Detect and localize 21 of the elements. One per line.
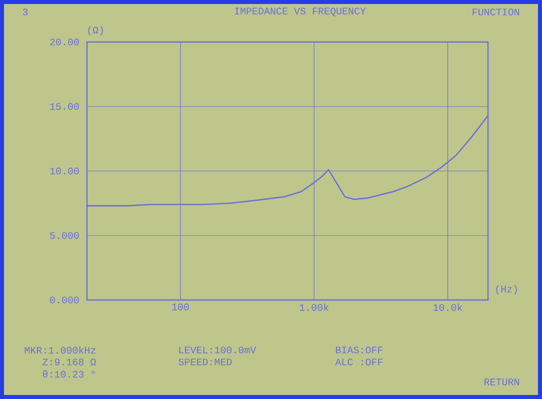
text: ALC :OFF: [335, 358, 382, 366]
y-tick-label: 20.00: [50, 38, 79, 46]
text: BIAS:OFF: [336, 346, 382, 354]
y-axis-title: (Ω): [88, 26, 103, 36]
chart-title: IMPEDANCE VS FREQUENCY: [234, 8, 366, 16]
text: Z:9.168 Ω: [42, 358, 96, 366]
x-tick-label: 100: [172, 304, 189, 310]
text: MKR:1.000kHz: [24, 346, 96, 354]
text: RETURN: [484, 378, 519, 386]
y-tick-label: 10.00: [50, 168, 79, 174]
y-tick-label: 5.000: [50, 232, 79, 239]
text: θ:10.23 °: [42, 370, 95, 378]
x-tick-label: 1.00k: [300, 304, 329, 311]
y-tick-label: 0.000: [50, 296, 79, 304]
text: LEVEL:100.0mV: [179, 346, 256, 354]
x-axis-title: (Hz): [496, 285, 517, 294]
text: FUNCTION: [472, 8, 519, 16]
text: 3: [22, 8, 28, 16]
x-tick-label: 10.0k: [433, 304, 462, 311]
y-tick-label: 15.00: [50, 103, 79, 110]
text: SPEED:MED: [178, 358, 232, 366]
